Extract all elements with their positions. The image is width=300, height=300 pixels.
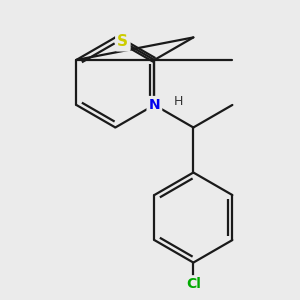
Text: H: H — [174, 95, 183, 108]
Text: Cl: Cl — [186, 277, 201, 291]
Text: N: N — [148, 98, 160, 112]
Text: S: S — [117, 34, 128, 49]
